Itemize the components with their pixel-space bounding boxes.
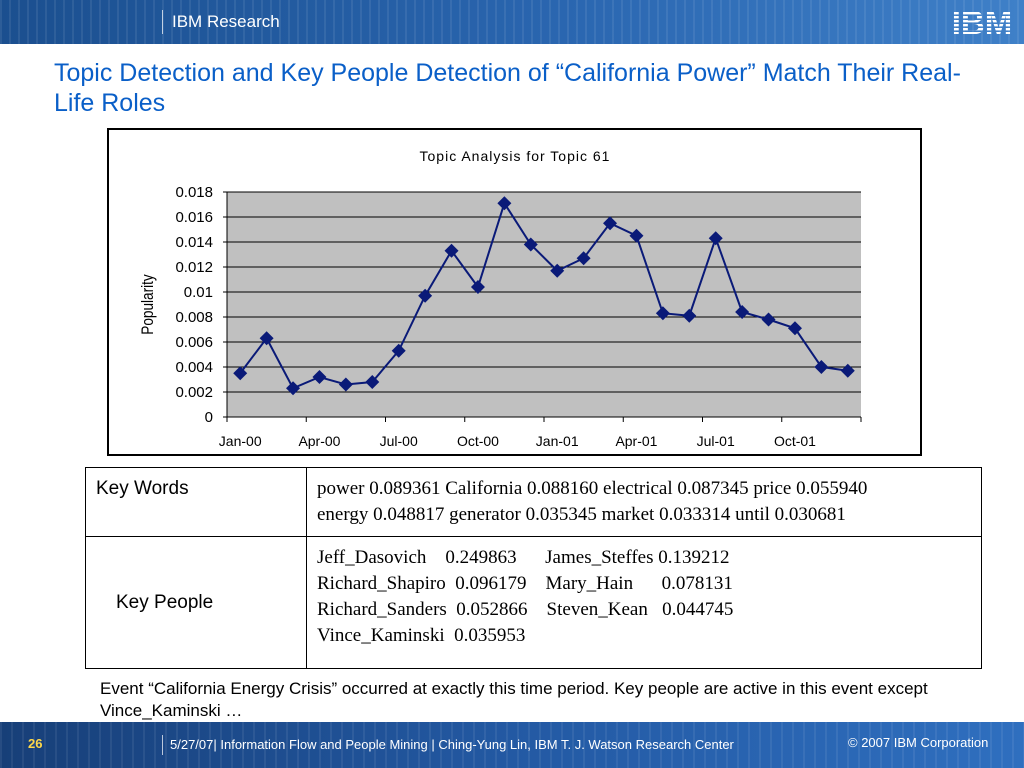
table-row: Key People Jeff_Dasovich 0.249863 James_… [85, 536, 982, 669]
table-row: Key Words power 0.089361 California 0.08… [85, 467, 982, 537]
x-tick-label: Oct-00 [457, 433, 499, 449]
data-point [629, 228, 644, 243]
chart-title: Topic Analysis for Topic 61 [420, 148, 611, 164]
header-bar: IBM Research IBM [0, 0, 1024, 44]
x-tick-label: Apr-00 [298, 433, 340, 449]
copyright-text: © 2007 IBM Corporation [848, 735, 989, 750]
y-tick-label: 0.002 [175, 384, 213, 401]
data-point [708, 231, 723, 246]
brand-label: IBM Research [172, 12, 280, 31]
data-point [682, 308, 697, 323]
plot-area [227, 192, 861, 417]
keyword-table: Key Words power 0.089361 California 0.08… [85, 467, 982, 669]
key-words-cell: power 0.089361 California 0.088160 elect… [306, 467, 982, 537]
key-people-cell: Jeff_Dasovich 0.249863 James_Steffes 0.1… [306, 536, 982, 669]
key-people-line: Jeff_Dasovich 0.249863 James_Steffes 0.1… [317, 547, 730, 568]
key-words-line: energy 0.048817 generator 0.035345 marke… [317, 504, 846, 525]
data-point [312, 370, 327, 384]
slide-title: Topic Detection and Key People Detection… [54, 59, 961, 117]
x-tick-label: Apr-01 [615, 433, 657, 449]
x-tick-label: Jul-01 [697, 433, 735, 449]
y-tick-label: 0.004 [175, 359, 213, 376]
page-number: 26 [28, 736, 43, 751]
data-point [761, 312, 776, 327]
data-point [576, 251, 591, 266]
data-point [655, 306, 670, 321]
line-chart: Topic Analysis for Topic 61 0 0.002 0.004 0.… [139, 148, 862, 449]
data-point [365, 375, 380, 389]
footer-separator [162, 735, 163, 755]
key-words-label: Key Words [85, 467, 307, 537]
key-people-line: Richard_Sanders 0.052866 Steven_Kean 0.0… [317, 599, 734, 620]
x-tick-label: Jan-00 [219, 433, 262, 449]
data-point [391, 343, 406, 358]
y-tick-label: 0.008 [175, 309, 213, 326]
data-point [787, 321, 802, 336]
key-words-line: power 0.089361 California 0.088160 elect… [317, 478, 868, 499]
data-point [286, 381, 301, 396]
y-axis-label: Popularity [139, 274, 158, 335]
x-tick-label: Jul-00 [380, 433, 418, 449]
data-point [840, 363, 855, 378]
ibm-logo: IBM [952, 4, 1013, 38]
key-people-line: Vince_Kaminski 0.035953 [317, 625, 526, 646]
footer-text: 5/27/07| Information Flow and People Min… [170, 737, 734, 752]
y-tick-label: 0.016 [175, 209, 213, 226]
data-point [497, 196, 512, 211]
y-tick-label: 0.014 [175, 234, 213, 251]
chart-frame: Topic Analysis for Topic 61 0 0.002 0.004 0.… [107, 128, 922, 456]
data-point [418, 288, 433, 303]
data-point [338, 377, 353, 392]
y-tick-label: 0.018 [175, 184, 213, 201]
data-point [233, 366, 248, 381]
x-tick-label: Oct-01 [774, 433, 816, 449]
y-tick-label: 0.012 [175, 259, 213, 276]
data-point [603, 216, 618, 231]
x-tick-label: Jan-01 [536, 433, 579, 449]
data-point [814, 360, 829, 374]
header-separator [162, 10, 163, 34]
y-tick-label: 0.01 [184, 284, 213, 301]
header-pattern [0, 0, 1024, 44]
data-point [444, 243, 459, 258]
y-tick-label: 0 [205, 409, 213, 426]
caption-text: Event “California Energy Crisis” occurre… [100, 679, 928, 720]
data-point [735, 305, 750, 319]
ibm-logo-text: IBM [952, 4, 1013, 38]
footer-bar [0, 722, 1024, 768]
data-point [550, 263, 565, 278]
key-people-label: Key People [85, 536, 307, 669]
y-tick-label: 0.006 [175, 334, 213, 351]
data-point [259, 331, 274, 346]
data-point [523, 237, 538, 252]
data-point [470, 280, 485, 294]
footer-pattern [0, 722, 1024, 768]
key-people-line: Richard_Shapiro 0.096179 Mary_Hain 0.078… [317, 573, 733, 594]
